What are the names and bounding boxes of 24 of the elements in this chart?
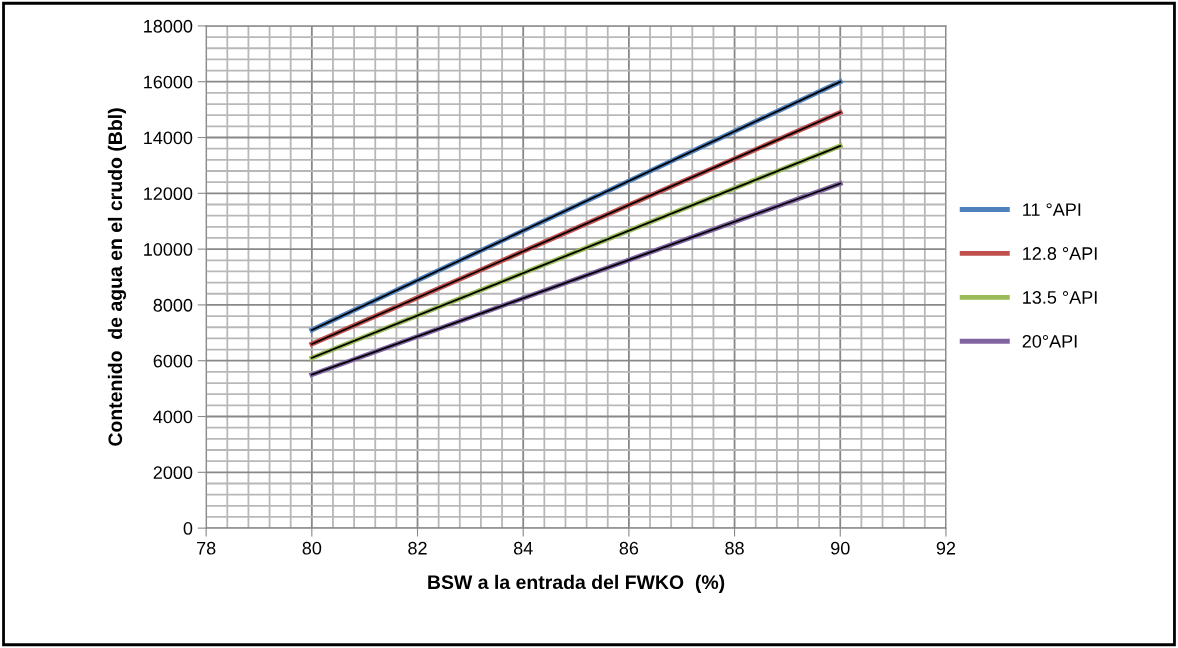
- y-tick-label: 2000: [153, 466, 193, 480]
- x-tick-label: 88: [725, 541, 744, 555]
- y-tick-label: 16000: [144, 75, 193, 89]
- x-tick-label: 78: [197, 541, 216, 555]
- x-tick-label: 80: [302, 541, 322, 555]
- x-tick-label: 84: [513, 541, 533, 555]
- y-tick-label: 4000: [153, 410, 193, 424]
- y-tick-label: 10000: [144, 243, 193, 256]
- legend-label: 13.5 °API: [1023, 291, 1097, 304]
- y-tick-label: 12000: [144, 187, 193, 201]
- x-tick-label: 82: [408, 541, 427, 555]
- y-tick-label: 8000: [153, 298, 193, 312]
- x-tick-label: 92: [936, 541, 956, 555]
- y-tick-label: 6000: [153, 354, 193, 368]
- x-axis-title: BSW a la entrada del FWKO (%): [428, 574, 725, 593]
- x-tick-label: 90: [831, 541, 850, 555]
- x-tick-label: 86: [619, 541, 639, 555]
- y-axis-title: Contenido de agua en el crudo (Bbl): [107, 108, 127, 446]
- y-tick-label: 18000: [144, 19, 193, 33]
- y-tick-label: 0: [183, 522, 193, 535]
- y-tick-label: 14000: [144, 131, 193, 145]
- legend-label: 20°API: [1022, 334, 1077, 348]
- legend-label: 11 °API: [1023, 203, 1081, 216]
- legend-label: 12.8 °API: [1023, 247, 1097, 260]
